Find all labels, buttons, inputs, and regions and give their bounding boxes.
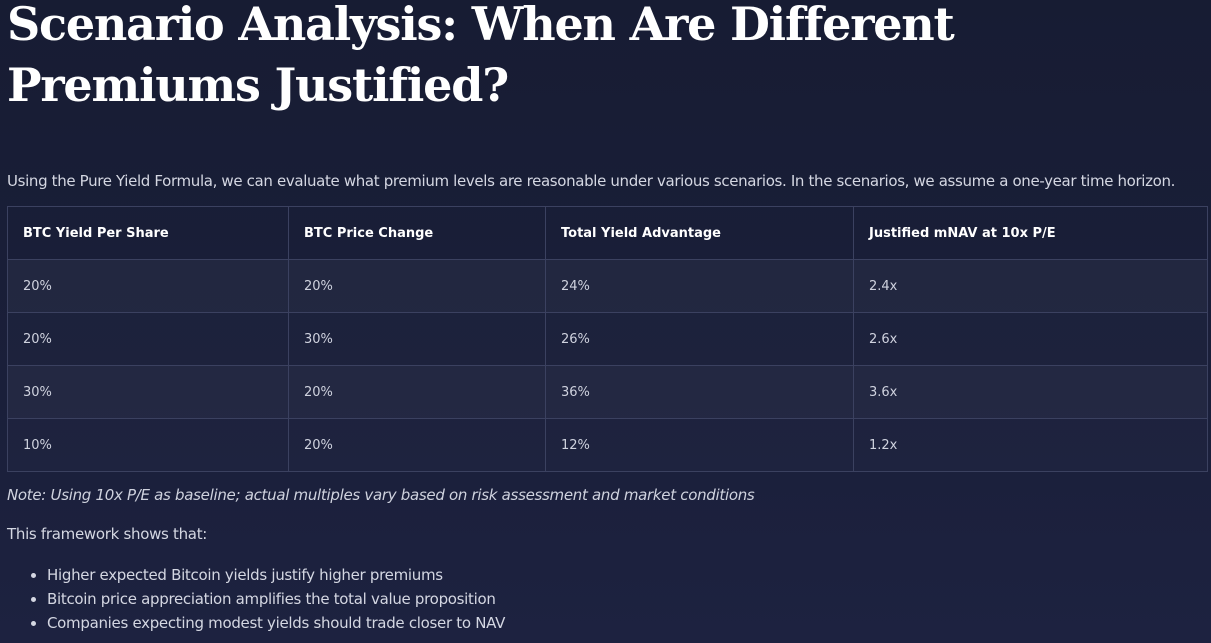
table-row: 20% 20% 24% 2.4x — [7, 259, 1208, 313]
table-row: 10% 20% 12% 1.2x — [7, 418, 1208, 472]
table-cell: 20% — [288, 418, 546, 472]
table-cell: 20% — [7, 259, 289, 313]
table-cell: 20% — [288, 365, 546, 419]
table-cell: 10% — [7, 418, 289, 472]
table-cell: 3.6x — [853, 365, 1208, 419]
framework-lead: This framework shows that: — [7, 525, 208, 543]
table-header-row: BTC Yield Per Share BTC Price Change Tot… — [7, 206, 1208, 260]
table-cell: 2.6x — [853, 312, 1208, 366]
column-header-btc-yield: BTC Yield Per Share — [7, 206, 289, 260]
table-cell: 2.4x — [853, 259, 1208, 313]
scenario-table: BTC Yield Per Share BTC Price Change Tot… — [7, 206, 1208, 472]
page-title: Scenario Analysis: When Are Different Pr… — [7, 0, 955, 112]
table-note: Note: Using 10x P/E as baseline; actual … — [7, 486, 755, 504]
column-header-total-yield-advantage: Total Yield Advantage — [545, 206, 854, 260]
table-cell: 26% — [545, 312, 854, 366]
table-cell: 30% — [288, 312, 546, 366]
table-cell: 1.2x — [853, 418, 1208, 472]
table-cell: 20% — [7, 312, 289, 366]
column-header-btc-price-change: BTC Price Change — [288, 206, 546, 260]
column-header-justified-mnav: Justified mNAV at 10x P/E — [853, 206, 1208, 260]
framework-points-list: Higher expected Bitcoin yields justify h… — [7, 563, 505, 635]
table-cell: 30% — [7, 365, 289, 419]
list-item: Bitcoin price appreciation amplifies the… — [47, 587, 505, 611]
table-cell: 20% — [288, 259, 546, 313]
table-row: 30% 20% 36% 3.6x — [7, 365, 1208, 419]
table-cell: 24% — [545, 259, 854, 313]
list-item: Higher expected Bitcoin yields justify h… — [47, 563, 505, 587]
table-row: 20% 30% 26% 2.6x — [7, 312, 1208, 366]
table-cell: 12% — [545, 418, 854, 472]
list-item: Companies expecting modest yields should… — [47, 611, 505, 635]
intro-paragraph: Using the Pure Yield Formula, we can eva… — [7, 172, 1176, 190]
table-cell: 36% — [545, 365, 854, 419]
